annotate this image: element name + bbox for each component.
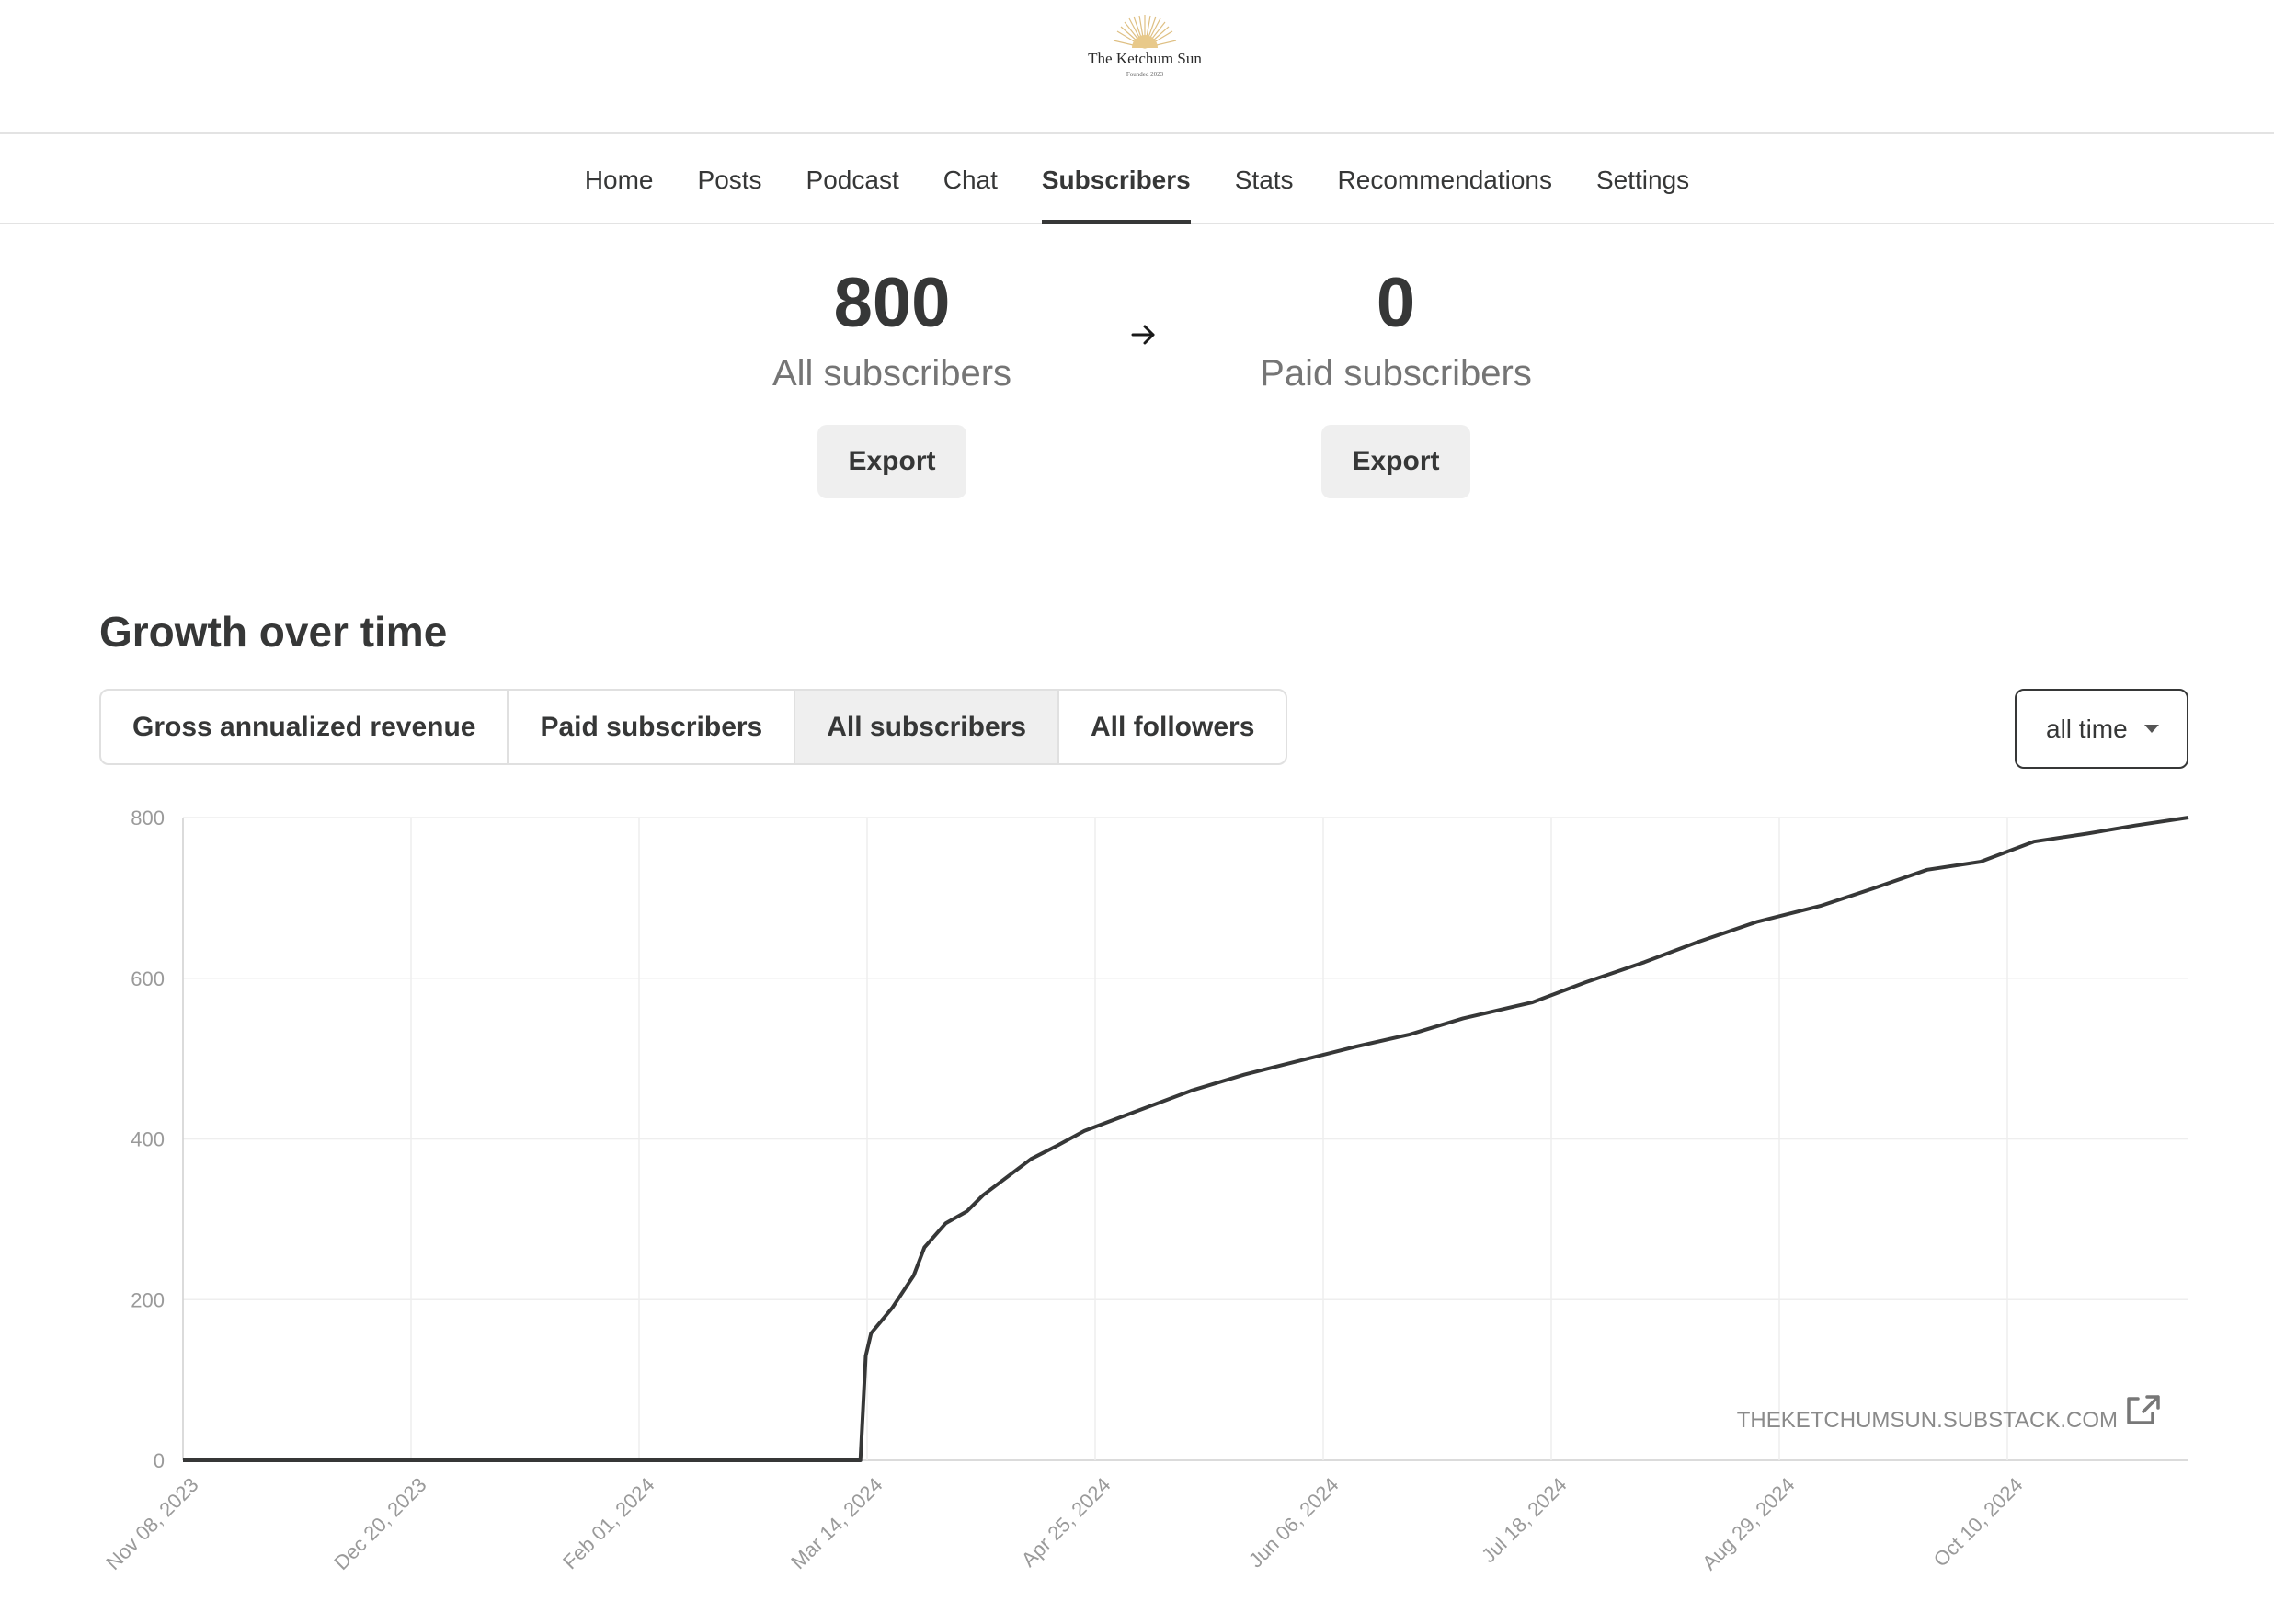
x-tick-label: Apr 25, 2024 [1017, 1473, 1115, 1572]
paid-subscribers-label: Paid subscribers [1260, 353, 1532, 394]
growth-chart-svg: 0 200 400 600 800 Nov 08, 2023 Dec 20, 2023 Feb… [101, 806, 2189, 1574]
all-subscribers-count: 800 [833, 264, 951, 342]
x-tick-label: Aug 29, 2024 [1697, 1473, 1799, 1574]
external-link-icon[interactable] [2127, 1395, 2160, 1424]
time-range-value: all time [2046, 715, 2128, 743]
nav-item-stats[interactable]: Stats [1234, 166, 1294, 194]
growth-metric-tabs: Gross annualized revenue Paid subscribers… [99, 689, 1288, 765]
nav-item-subscribers[interactable]: Subscribers [1020, 134, 1213, 224]
publication-logo[interactable]: The Ketchum Sun Founded 2023 [1048, 13, 1241, 96]
x-tick-label: Mar 14, 2024 [786, 1473, 886, 1573]
all-subscribers-label: All subscribers [771, 353, 1012, 394]
tab-paid-subscribers[interactable]: Paid subscribers [509, 691, 796, 763]
paid-subscribers-count: 0 [1376, 264, 1416, 342]
export-all-subscribers-button[interactable]: Export [817, 425, 966, 498]
nav-item-chat[interactable]: Chat [943, 166, 998, 194]
paid-subscribers-stat: 0 Paid subscribers Export [1230, 257, 1561, 498]
nav-item-posts[interactable]: Posts [697, 166, 762, 194]
all-subscribers-stat: 800 All subscribers Export [726, 257, 1057, 498]
nav-item-podcast[interactable]: Podcast [806, 166, 899, 194]
x-tick-label: Nov 08, 2023 [101, 1473, 202, 1574]
x-tick-label: Jul 18, 2024 [1477, 1473, 1571, 1567]
series-line-all-subscribers [183, 816, 2189, 1462]
tab-all-followers[interactable]: All followers [1091, 712, 1255, 742]
main-nav: Home Posts Podcast Chat Subscribers Stats Reco… [0, 134, 2274, 224]
nav-item-home[interactable]: Home [584, 166, 654, 194]
export-paid-subscribers-button[interactable]: Export [1321, 425, 1470, 498]
y-tick-label: 600 [131, 967, 165, 990]
growth-chart: 0 200 400 600 800 Nov 08, 2023 Dec 20, 2023 Feb… [0, 791, 2274, 1619]
publication-name: The Ketchum Sun [1088, 50, 1202, 67]
y-tick-label: 400 [131, 1128, 165, 1151]
x-tick-label: Feb 01, 2024 [558, 1473, 658, 1573]
x-tick-label: Jun 06, 2024 [1244, 1473, 1343, 1573]
y-tick-label: 800 [131, 806, 165, 829]
chart-watermark: THEKETCHUMSUN.SUBSTACK.COM [1737, 1408, 2118, 1433]
tab-gross-annualized-revenue[interactable]: Gross annualized revenue [101, 691, 509, 763]
x-tick-label: Dec 20, 2023 [329, 1473, 430, 1574]
y-tick-label: 200 [131, 1288, 165, 1311]
nav-item-recommendations[interactable]: Recommendations [1337, 166, 1552, 194]
site-header: The Ketchum Sun Founded 2023 [0, 0, 2274, 134]
tab-all-subscribers[interactable]: All subscribers [795, 691, 1060, 763]
time-range-select[interactable]: all time [2015, 689, 2188, 769]
caret-down-icon [2144, 725, 2159, 733]
nav-item-settings[interactable]: Settings [1596, 166, 1690, 194]
y-tick-label: 0 [154, 1449, 165, 1472]
x-tick-label: Oct 10, 2024 [1929, 1473, 2028, 1572]
sun-logo-icon [1113, 15, 1177, 49]
publication-tagline: Founded 2023 [1126, 71, 1164, 78]
growth-section-title: Growth over time [99, 608, 448, 656]
arrow-right-icon [1131, 325, 1155, 345]
